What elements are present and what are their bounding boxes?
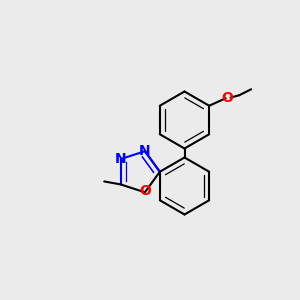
Text: N: N <box>115 152 127 166</box>
Text: N: N <box>139 144 151 158</box>
Text: O: O <box>139 184 151 198</box>
Text: O: O <box>221 91 233 105</box>
